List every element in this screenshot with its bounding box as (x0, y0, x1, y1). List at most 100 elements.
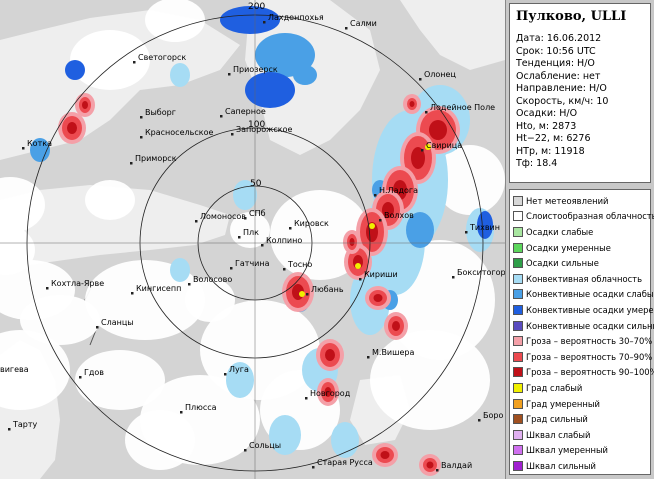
city-marker (22, 147, 25, 150)
thunderstorm-cell-high (67, 122, 77, 134)
city-label: Новгород (310, 389, 351, 398)
hail-spot (299, 291, 305, 297)
city-marker (140, 136, 143, 139)
city-label: Приозерск (233, 65, 278, 74)
city-marker (305, 397, 308, 400)
stratiform-cloud (185, 278, 235, 322)
legend-swatch (513, 289, 523, 300)
city-marker (133, 61, 136, 64)
legend-item: Град сильный (510, 411, 650, 427)
city-marker (312, 466, 315, 469)
legend-label: Нет метеоявлений (526, 195, 609, 206)
info-time: Срок: 10:56 UTC (516, 45, 596, 57)
legend-item: Конвективные осадки слабые (510, 287, 654, 303)
stratiform-cloud (70, 30, 150, 90)
legend-label: Конвективные осадки умерен. (526, 304, 654, 315)
info-htp: HTp, м: 11918 (516, 145, 585, 157)
legend-swatch (513, 429, 523, 440)
legend-swatch (513, 304, 523, 315)
city-marker (96, 326, 99, 329)
ring-label: 100 (248, 120, 265, 130)
city-label: Саперное (225, 107, 266, 116)
convective-precip (245, 72, 295, 108)
legend-item: Град слабый (510, 380, 650, 396)
city-label: Тихвин (469, 223, 500, 232)
city-marker (8, 428, 11, 431)
legend-item: Конвективные осадки умерен. (510, 302, 654, 318)
city-label: Луга (229, 365, 249, 374)
convective-precip (293, 65, 317, 85)
city-label: Гатчина (235, 259, 270, 268)
stratiform-cloud (75, 350, 165, 410)
ring-label: 50 (250, 179, 262, 189)
convective-cloud (226, 362, 254, 398)
legend-label: Осадки умеренные (526, 242, 611, 253)
city-label: Тосно (287, 260, 312, 269)
city-marker (379, 219, 382, 222)
legend-label: Конвективные осадки слабые (526, 289, 654, 300)
city-label: Свирица (426, 141, 462, 150)
city-marker (195, 220, 198, 223)
legend-label: Шквал сильный (526, 460, 596, 471)
stratiform-cloud (85, 180, 135, 220)
info-direction: Направление: Н/О (516, 83, 607, 94)
side-panel: Пулково, ULLI Дата: 16.06.2012 Срок: 10:… (505, 0, 654, 479)
city-marker (421, 149, 424, 152)
convective-precip (406, 212, 434, 248)
convective-cloud (170, 258, 190, 282)
city-marker (131, 292, 134, 295)
legend-item: Гроза – вероятность 90–100% (510, 365, 654, 381)
legend-label: Град слабый (526, 382, 583, 393)
stratiform-cloud (435, 145, 505, 215)
city-label: Приморск (135, 154, 177, 163)
legend-label: Конвективная облачность (526, 273, 642, 284)
city-label: Любань (311, 285, 344, 294)
info-attenuation: Ослабление: нет (516, 70, 601, 82)
city-label: Кохтла-Ярве (51, 279, 104, 288)
hail-spot (369, 223, 375, 229)
legend-swatch (513, 398, 523, 409)
city-label: Светогорск (138, 53, 186, 62)
thunderstorm-cell-high (325, 349, 335, 361)
stratiform-cloud (0, 330, 70, 410)
city-label: Кириши (364, 270, 398, 279)
legend-item: Град умеренный (510, 396, 650, 412)
stratiform-cloud (0, 177, 45, 233)
legend-swatch (513, 195, 523, 206)
thunderstorm-cell-high (349, 238, 355, 246)
city-marker (238, 236, 241, 239)
info-precip: Осадки: Н/О (516, 108, 578, 119)
hail-spot (355, 263, 361, 269)
legend-swatch (513, 367, 523, 378)
legend-label: Гроза – вероятность 90–100% (526, 367, 654, 378)
legend-swatch (513, 382, 523, 393)
legend-label: Гроза – вероятность 70–90% (526, 351, 653, 362)
legend-item: Шквал умеренный (510, 443, 650, 459)
convective-precip (30, 138, 50, 162)
info-ht22: Ht−22, м: 6276 (516, 133, 591, 144)
radar-map[interactable]: 200 100 50 Лахденпохья Салми Светогорск Приоз… (0, 0, 505, 479)
city-label: Ломоносов (200, 212, 246, 221)
city-label: Кировск (294, 219, 329, 228)
city-label: Колпино (266, 236, 302, 245)
city-marker (79, 376, 82, 379)
stratiform-cloud (20, 295, 100, 345)
thunderstorm-cell-high (411, 147, 425, 169)
legend-label: Конвективные осадки сильные (526, 320, 654, 331)
city-marker (261, 244, 264, 247)
city-label: Волосово (193, 275, 232, 284)
legend-item: Осадки сильные (510, 255, 650, 271)
city-label: М.Вишера (372, 348, 414, 357)
gulf-of-finland (0, 185, 230, 270)
legend-item: Шквал сильный (510, 458, 650, 474)
city-label: Лодейное Поле (430, 103, 495, 112)
station-title: Пулково, ULLI (516, 9, 627, 24)
city-label: Салми (350, 19, 377, 28)
city-marker (180, 411, 183, 414)
city-marker (188, 283, 191, 286)
city-label: СПб (249, 209, 266, 218)
city-marker (374, 194, 377, 197)
info-trend: Тенденция: Н/О (516, 58, 595, 69)
legend-label: Град сильный (526, 414, 588, 425)
